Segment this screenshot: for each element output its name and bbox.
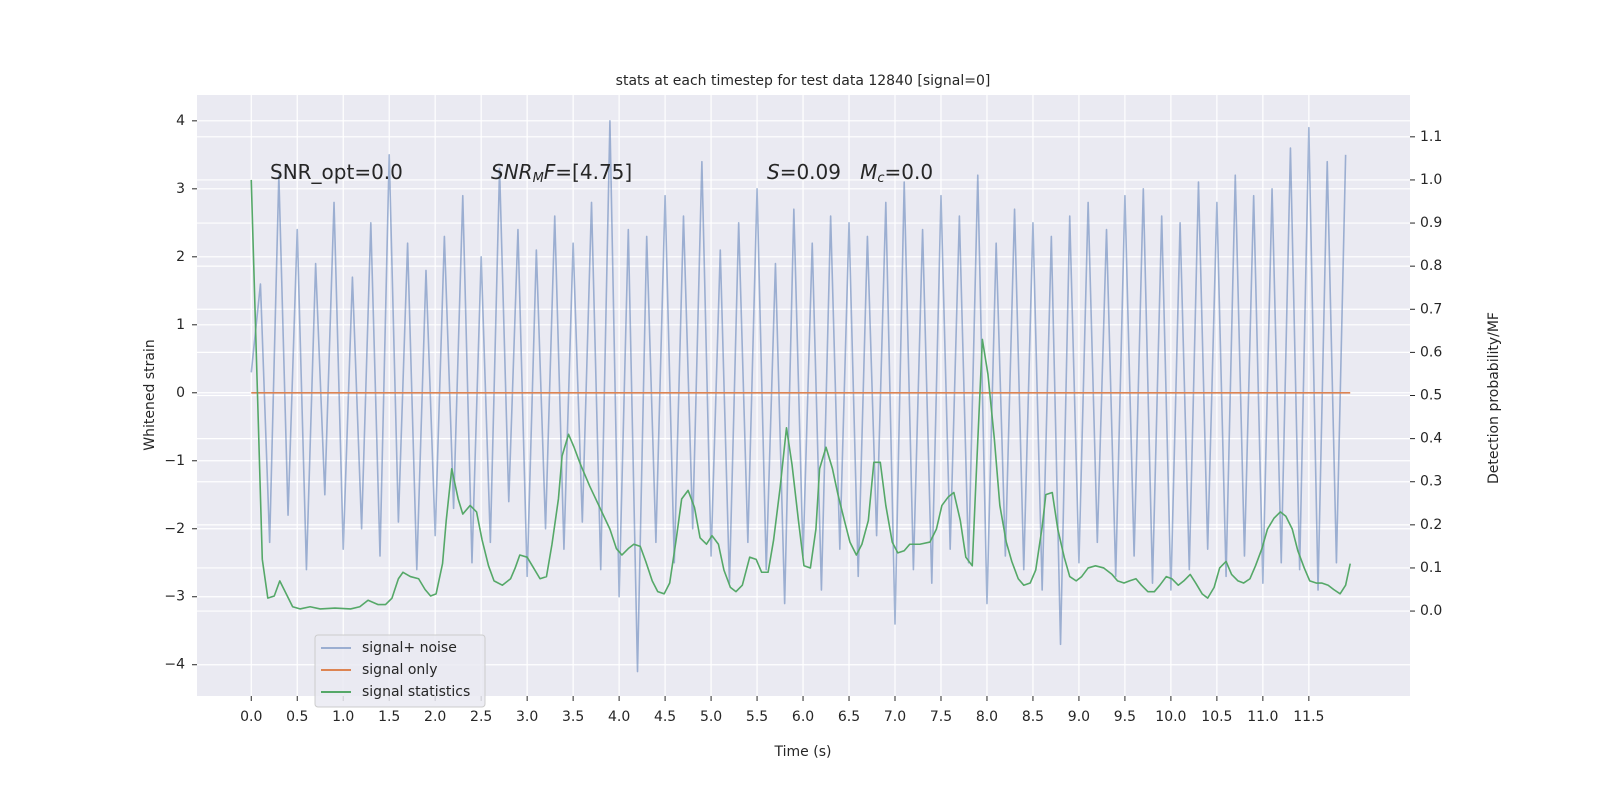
x-tick-label: 6.5 bbox=[838, 709, 860, 725]
annotation-part: =[4.75] bbox=[555, 160, 632, 184]
x-tick-label: 11.5 bbox=[1293, 709, 1324, 725]
y2-tick-label: 0.4 bbox=[1420, 431, 1442, 447]
x-tick-label: 10.0 bbox=[1155, 709, 1186, 725]
y2-tick-label: 0.0 bbox=[1420, 603, 1442, 619]
x-tick-label: 9.5 bbox=[1114, 709, 1136, 725]
annotation-part: =0.09 bbox=[780, 160, 860, 184]
y2-tick-label: 0.3 bbox=[1420, 474, 1442, 490]
y-tick-label: −1 bbox=[164, 453, 185, 469]
x-tick-label: 0.5 bbox=[286, 709, 308, 725]
y2-tick-label: 0.6 bbox=[1420, 344, 1442, 360]
y2-tick-label: 0.2 bbox=[1420, 517, 1442, 533]
x-tick-label: 7.0 bbox=[884, 709, 906, 725]
y-axis-label: Whitened strain bbox=[142, 339, 158, 450]
x-tick-label: 1.0 bbox=[332, 709, 354, 725]
annotation-part: c bbox=[877, 171, 884, 186]
annotation: SNRMF=[4.75] bbox=[491, 160, 632, 186]
y-tick-label: 1 bbox=[176, 317, 185, 333]
legend-box bbox=[314, 634, 486, 708]
x-tick-label: 2.0 bbox=[424, 709, 446, 725]
y-tick-label: 4 bbox=[176, 113, 185, 129]
x-tick-label: 0.0 bbox=[240, 709, 262, 725]
x-axis-label: Time (s) bbox=[774, 744, 832, 760]
series-line bbox=[250, 179, 1352, 610]
x-tick-label: 5.5 bbox=[746, 709, 768, 725]
y-tick-label: 0 bbox=[176, 385, 185, 401]
y2-tick-label: 0.1 bbox=[1420, 560, 1442, 576]
x-tick-label: 6.0 bbox=[792, 709, 814, 725]
x-tick-label: 8.5 bbox=[1022, 709, 1044, 725]
y2-tick-label: 0.8 bbox=[1420, 258, 1442, 274]
x-tick-label: 1.5 bbox=[378, 709, 400, 725]
annotation-part: M bbox=[860, 160, 877, 184]
x-tick-label: 3.5 bbox=[562, 709, 584, 725]
annotation: SNR_opt=0.0 bbox=[270, 160, 403, 184]
x-tick-label: 7.5 bbox=[930, 709, 952, 725]
y2-axis-label: Detection probability/MF bbox=[1486, 312, 1502, 484]
y-tick-label: −3 bbox=[164, 589, 185, 605]
y2-tick-label: 0.7 bbox=[1420, 301, 1442, 317]
annotation-part: SNR_opt=0.0 bbox=[270, 160, 403, 184]
annotation-part: SNR bbox=[491, 160, 533, 184]
y-tick-label: 3 bbox=[176, 181, 185, 197]
y2-tick-label: 1.1 bbox=[1420, 129, 1442, 145]
y2-tick-label: 0.9 bbox=[1420, 215, 1442, 231]
annotation-part: F bbox=[544, 160, 556, 184]
x-tick-label: 9.0 bbox=[1068, 709, 1090, 725]
y-tick-label: −2 bbox=[164, 521, 185, 537]
legend-label: signal statistics bbox=[362, 684, 470, 700]
x-tick-label: 5.0 bbox=[700, 709, 722, 725]
x-tick-label: 2.5 bbox=[470, 709, 492, 725]
legend-label: signal only bbox=[362, 662, 437, 678]
x-tick-label: 11.0 bbox=[1247, 709, 1278, 725]
y2-tick-label: 0.5 bbox=[1420, 388, 1442, 404]
annotation-part: S bbox=[767, 160, 780, 184]
x-tick-label: 3.0 bbox=[516, 709, 538, 725]
chart-title: stats at each timestep for test data 128… bbox=[616, 73, 991, 89]
annotation: S=0.09 Mc=0.0 bbox=[767, 160, 933, 186]
series-line bbox=[250, 120, 1347, 673]
y-tick-label: −4 bbox=[164, 657, 185, 673]
x-tick-label: 4.0 bbox=[608, 709, 630, 725]
legend: signal+ noise signal only signal statistic… bbox=[314, 634, 486, 708]
y-tick-label: 2 bbox=[176, 249, 185, 265]
x-tick-label: 4.5 bbox=[654, 709, 676, 725]
y2-tick-label: 1.0 bbox=[1420, 172, 1442, 188]
legend-label: signal+ noise bbox=[362, 640, 457, 656]
annotation-part: =0.0 bbox=[885, 160, 934, 184]
x-tick-label: 10.5 bbox=[1201, 709, 1232, 725]
annotation-part: M bbox=[533, 171, 544, 186]
x-tick-label: 8.0 bbox=[976, 709, 998, 725]
